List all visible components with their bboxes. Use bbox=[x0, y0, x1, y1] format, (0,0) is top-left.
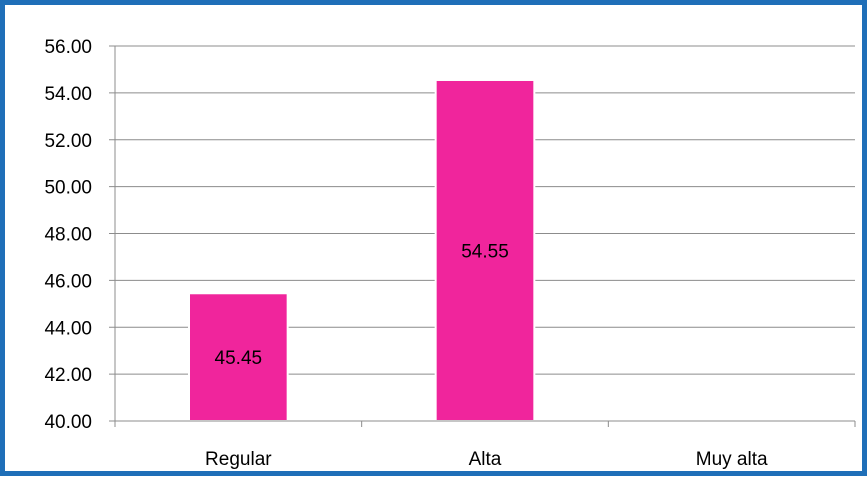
labels: 40.00 42.00 44.00 46.00 48.00 50.00 52.00 54.00… bbox=[44, 37, 768, 470]
bar-chart: 40.00 42.00 44.00 46.00 48.00 50.00 52.00 54.00… bbox=[44, 37, 856, 470]
x-tick-label: Muy alta bbox=[696, 449, 768, 470]
axes bbox=[109, 45, 856, 427]
y-tick-label: 54.00 bbox=[44, 84, 92, 105]
data-label: 54.55 bbox=[461, 241, 509, 262]
x-tick-label: Regular bbox=[205, 449, 272, 470]
y-tick-label: 50.00 bbox=[44, 178, 92, 199]
bar-regular bbox=[188, 292, 289, 422]
y-tick-label: 56.00 bbox=[44, 37, 92, 58]
y-tick-label: 52.00 bbox=[44, 131, 92, 152]
y-tick-label: 48.00 bbox=[44, 225, 92, 246]
y-tick-label: 42.00 bbox=[44, 365, 92, 386]
y-tick-label: 44.00 bbox=[44, 318, 92, 339]
bar-alta bbox=[434, 78, 536, 422]
data-label: 45.45 bbox=[215, 348, 263, 369]
y-tick-label: 40.00 bbox=[44, 412, 92, 433]
bars bbox=[188, 78, 536, 422]
x-tick-label: Alta bbox=[469, 449, 502, 470]
y-tick-label: 46.00 bbox=[44, 271, 92, 292]
